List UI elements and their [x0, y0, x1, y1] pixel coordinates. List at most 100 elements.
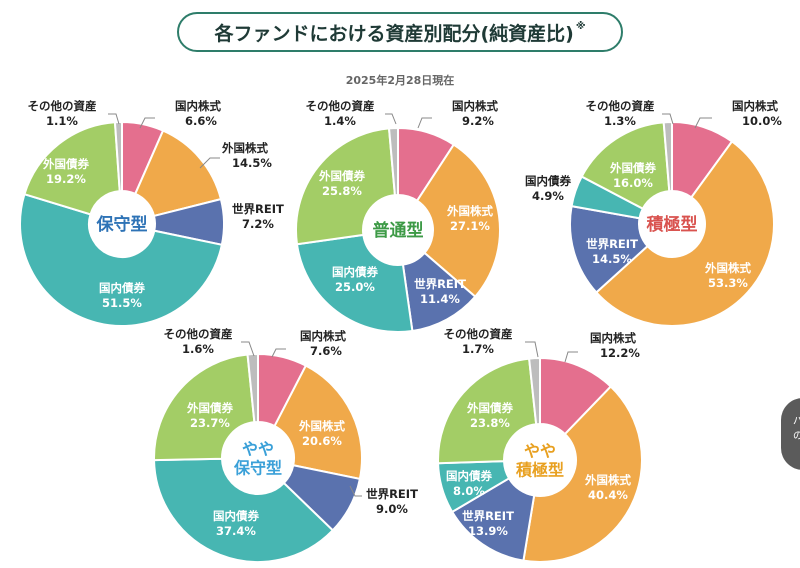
- slice-category-label: 国内債券: [99, 281, 145, 295]
- slice-value-label: 27.1%: [450, 219, 490, 233]
- donut-slice: [19, 192, 224, 327]
- slice-value-label: 53.3%: [708, 276, 748, 290]
- slice-category-label: 国内債券: [446, 469, 492, 483]
- slice-value-label: 6.6%: [185, 114, 217, 128]
- slice-value-label: 16.0%: [613, 176, 653, 190]
- leader-line: [241, 341, 255, 357]
- slice-category-label: 国内債券: [525, 174, 571, 188]
- donut-slice: [594, 140, 775, 327]
- slice-value-label: 7.6%: [310, 344, 342, 358]
- donut-center-label: やや: [524, 441, 556, 460]
- donut-hole: [90, 192, 154, 256]
- leader-line: [417, 117, 432, 129]
- donut-slice: [153, 457, 335, 563]
- slice-value-label: 9.2%: [462, 114, 494, 128]
- leader-line: [662, 113, 674, 125]
- side-badge-line: パ: [793, 416, 800, 427]
- slice-category-label: その他の資産: [28, 99, 97, 113]
- donut-slice: [133, 129, 223, 218]
- slice-category-label: 国内株式: [175, 99, 221, 113]
- donut-slice: [387, 126, 399, 197]
- slice-category-label: 外国債券: [318, 169, 365, 183]
- donut-slice: [23, 121, 121, 216]
- slice-value-label: 1.4%: [324, 114, 356, 128]
- slice-value-label: 37.4%: [216, 524, 256, 538]
- leader-line: [564, 351, 578, 363]
- donut-slice: [569, 204, 649, 294]
- slice-category-label: 外国株式: [221, 141, 268, 155]
- slice-value-label: 25.0%: [335, 280, 375, 294]
- side-badge-line: の: [793, 431, 800, 442]
- donut-slice: [522, 385, 643, 563]
- slice-value-label: 20.6%: [302, 434, 342, 448]
- slice-value-label: 7.2%: [242, 217, 274, 231]
- donut-center-label: 保守型: [96, 214, 148, 235]
- slice-category-label: その他の資産: [306, 99, 375, 113]
- slice-category-label: 国内株式: [732, 99, 778, 113]
- donut-slice: [662, 120, 673, 193]
- donut-slice: [153, 353, 256, 462]
- side-badge[interactable]: パ の: [781, 398, 800, 470]
- slice-value-label: 1.7%: [462, 342, 494, 356]
- slice-category-label: 世界REIT: [232, 202, 284, 216]
- slice-value-label: 23.8%: [470, 416, 510, 430]
- donut-center-label: やや: [242, 439, 274, 458]
- slice-category-label: 外国債券: [42, 157, 89, 171]
- slice-category-label: 外国債券: [466, 401, 513, 415]
- slice-value-label: 9.0%: [376, 502, 408, 516]
- donut-slice: [113, 120, 123, 193]
- slice-category-label: その他の資産: [586, 99, 655, 113]
- donut-center-label: 普通型: [373, 220, 424, 241]
- slice-category-label: 国内債券: [213, 509, 259, 523]
- leader-line: [385, 113, 397, 125]
- slice-category-label: 外国債券: [186, 401, 233, 415]
- donut-hole: [505, 425, 575, 495]
- slice-category-label: 国内株式: [452, 99, 498, 113]
- donut-slice: [580, 121, 671, 211]
- slice-category-label: その他の資産: [444, 327, 513, 341]
- page-title-text: 各ファンドにおける資産別配分(純資産比): [214, 22, 574, 45]
- donut-hole: [640, 192, 704, 256]
- donut-slice: [415, 143, 501, 299]
- donut-hole: [223, 423, 293, 493]
- slice-value-label: 14.5%: [232, 156, 272, 170]
- slice-value-label: 25.8%: [322, 184, 362, 198]
- donut-slice: [295, 233, 414, 333]
- slice-value-label: 51.5%: [102, 296, 142, 310]
- leader-line: [199, 157, 220, 169]
- slice-value-label: 19.2%: [46, 172, 86, 186]
- slice-category-label: 外国株式: [704, 261, 751, 275]
- slice-category-label: 外国株式: [584, 473, 631, 487]
- slice-category-label: 外国株式: [298, 419, 345, 433]
- slice-value-label: 14.5%: [592, 252, 632, 266]
- slice-value-label: 4.9%: [532, 189, 564, 203]
- slice-category-label: 世界REIT: [462, 509, 514, 523]
- slice-value-label: 8.0%: [453, 484, 485, 498]
- slice-value-label: 12.2%: [600, 346, 640, 360]
- slice-value-label: 1.3%: [604, 114, 636, 128]
- leader-line: [139, 117, 155, 129]
- donut-hole: [364, 196, 432, 264]
- slice-category-label: 世界REIT: [366, 487, 418, 501]
- leader-line: [525, 341, 539, 358]
- leader-line: [271, 348, 286, 358]
- slice-category-label: 世界REIT: [586, 237, 638, 251]
- slice-category-label: 外国株式: [446, 204, 493, 218]
- donut-slice: [246, 352, 259, 424]
- slice-category-label: 世界REIT: [414, 277, 466, 291]
- donut-slice: [437, 357, 538, 465]
- donut-slice: [273, 364, 363, 481]
- leader-line: [694, 117, 712, 129]
- donut-center-label: 積極型: [647, 214, 698, 235]
- leader-line: [108, 113, 120, 125]
- slice-category-label: 外国債券: [609, 161, 656, 175]
- slice-category-label: 国内債券: [332, 265, 378, 279]
- slice-category-label: 国内株式: [590, 331, 636, 345]
- page-title: 各ファンドにおける資産別配分(純資産比) ※: [177, 12, 623, 52]
- slice-value-label: 13.9%: [468, 524, 508, 538]
- title-footnote-mark: ※: [575, 20, 586, 32]
- slice-value-label: 10.0%: [742, 114, 782, 128]
- slice-value-label: 1.1%: [46, 114, 78, 128]
- donut-slice: [295, 127, 397, 246]
- slice-value-label: 40.4%: [588, 488, 628, 502]
